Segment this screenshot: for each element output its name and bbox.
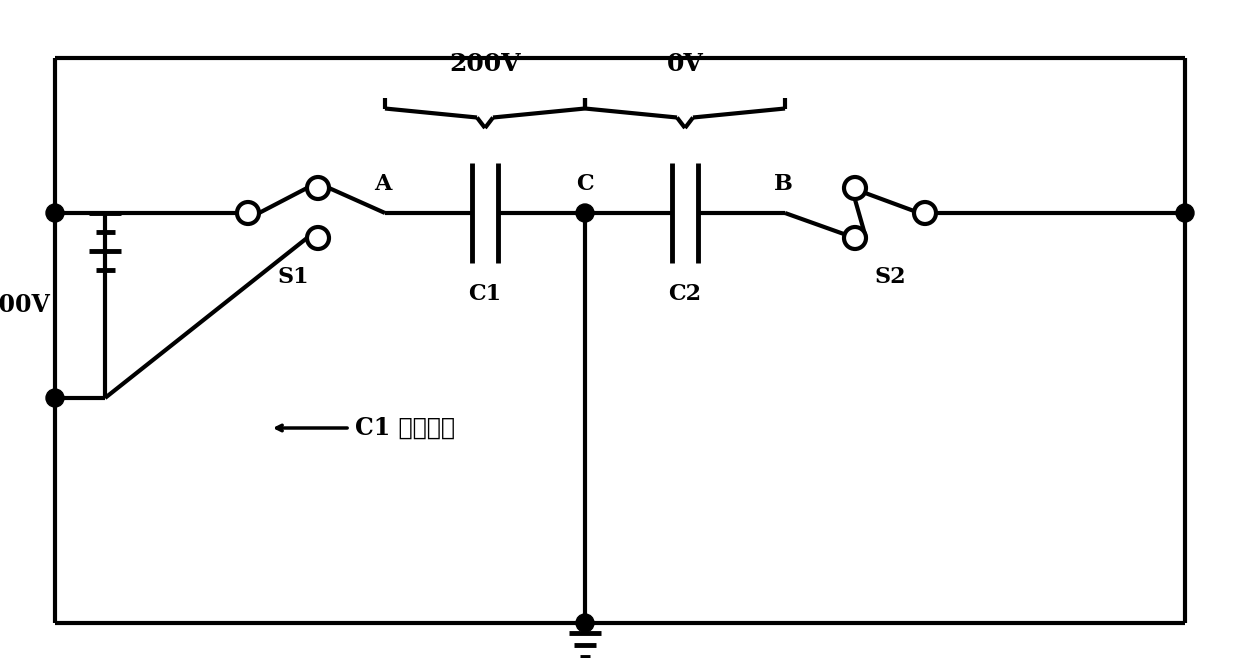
Text: C2: C2 xyxy=(668,283,702,305)
Circle shape xyxy=(577,204,594,222)
Text: A: A xyxy=(374,173,392,195)
Circle shape xyxy=(308,227,329,249)
Text: C: C xyxy=(577,173,594,195)
Text: C1 向左摇动: C1 向左摇动 xyxy=(355,416,455,440)
Circle shape xyxy=(308,177,329,199)
Text: 0V: 0V xyxy=(667,52,703,76)
Circle shape xyxy=(46,389,64,407)
Circle shape xyxy=(844,177,866,199)
Circle shape xyxy=(237,202,259,224)
Text: 200V: 200V xyxy=(449,52,521,76)
Text: S2: S2 xyxy=(874,266,905,288)
Circle shape xyxy=(914,202,936,224)
Circle shape xyxy=(46,204,64,222)
Circle shape xyxy=(844,227,866,249)
Text: C1: C1 xyxy=(469,283,501,305)
Text: S1: S1 xyxy=(278,266,309,288)
Circle shape xyxy=(577,614,594,632)
Text: 200V: 200V xyxy=(0,293,50,318)
Circle shape xyxy=(1176,204,1194,222)
Text: B: B xyxy=(774,173,792,195)
